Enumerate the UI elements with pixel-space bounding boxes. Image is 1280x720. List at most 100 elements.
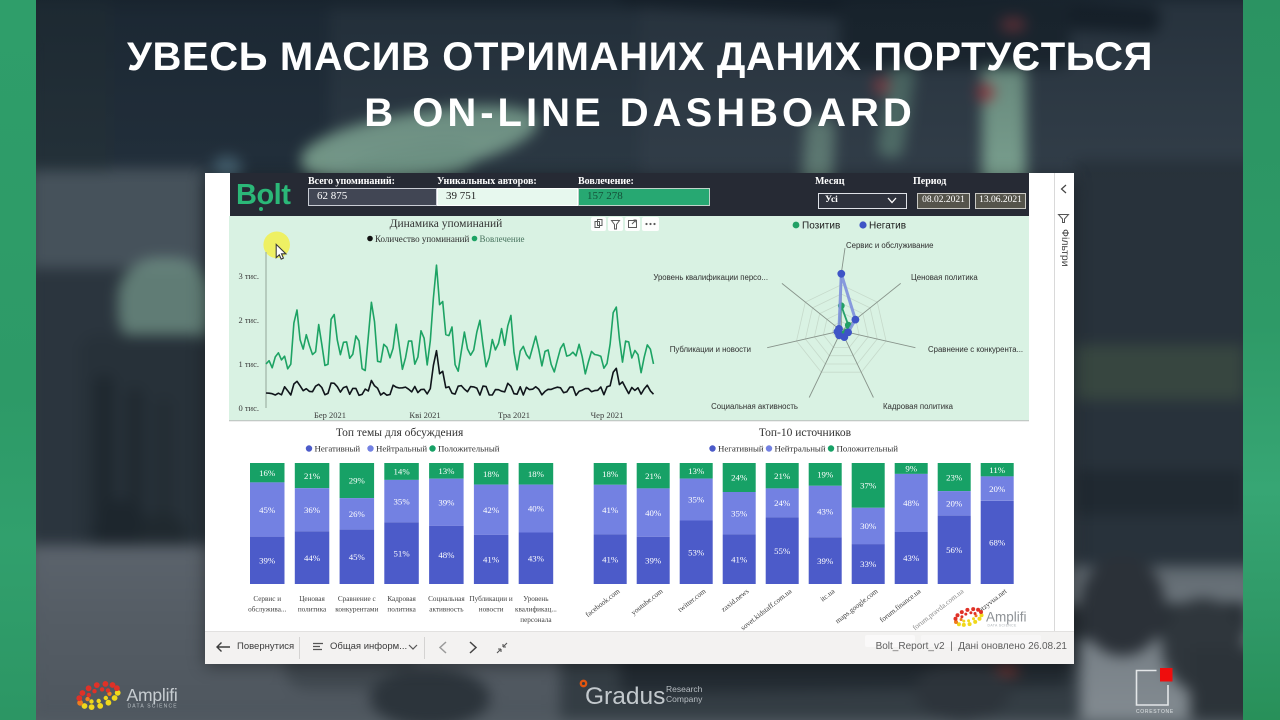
svg-text:48%: 48% <box>903 498 920 508</box>
svg-text:Социальная активность: Социальная активность <box>711 402 798 411</box>
svg-text:24%: 24% <box>731 473 748 483</box>
svg-text:Сервис и: Сервис и <box>253 595 281 603</box>
svg-text:Социальная: Социальная <box>428 595 465 603</box>
svg-text:44%: 44% <box>304 553 321 563</box>
svg-text:36%: 36% <box>304 505 321 515</box>
svg-text:35%: 35% <box>688 495 705 505</box>
svg-text:Публикации и новости: Публикации и новости <box>670 345 751 354</box>
svg-text:16%: 16% <box>259 468 276 478</box>
svg-text:DATA SCIENCE: DATA SCIENCE <box>128 704 178 710</box>
svg-text:Amplifi: Amplifi <box>127 685 178 705</box>
svg-text:Негативный: Негативный <box>315 444 361 454</box>
svg-text:18%: 18% <box>483 469 500 479</box>
svg-text:41%: 41% <box>602 554 619 564</box>
svg-text:youtube.com: youtube.com <box>629 586 665 617</box>
svg-text:Публикации и: Публикации и <box>469 595 513 603</box>
svg-text:конкурентами: конкурентами <box>335 606 378 614</box>
svg-text:39%: 39% <box>438 498 455 508</box>
svg-text:Сравнение с конкурента...: Сравнение с конкурента... <box>928 345 1023 354</box>
svg-text:Чер 2021: Чер 2021 <box>591 410 624 420</box>
svg-text:обслужива...: обслужива... <box>248 606 286 614</box>
svg-text:39%: 39% <box>645 556 662 566</box>
svg-text:twitter.com: twitter.com <box>676 586 708 614</box>
svg-text:18%: 18% <box>602 469 619 479</box>
svg-text:19%: 19% <box>817 470 834 480</box>
svg-text:21%: 21% <box>304 471 321 481</box>
svg-text:Кві 2021: Кві 2021 <box>409 410 440 420</box>
svg-text:29%: 29% <box>349 476 366 486</box>
svg-text:45%: 45% <box>349 552 366 562</box>
svg-text:35%: 35% <box>394 496 411 506</box>
svg-text:Уровень квалификации персо...: Уровень квалификации персо... <box>653 273 768 282</box>
svg-text:20%: 20% <box>946 499 963 509</box>
svg-text:Негативный: Негативный <box>718 444 764 454</box>
svg-text:53%: 53% <box>688 548 705 558</box>
svg-text:Кадровая: Кадровая <box>387 595 416 603</box>
svg-text:3 тис.: 3 тис. <box>238 271 259 281</box>
svg-text:Бер 2021: Бер 2021 <box>314 410 346 420</box>
svg-text:Тра 2021: Тра 2021 <box>498 410 530 420</box>
svg-text:23%: 23% <box>946 472 963 482</box>
svg-text:zaxid.news: zaxid.news <box>719 586 750 613</box>
svg-text:42%: 42% <box>483 505 500 515</box>
svg-text:18%: 18% <box>528 469 545 479</box>
svg-text:33%: 33% <box>860 559 877 569</box>
svg-text:Динамика упоминаний: Динамика упоминаний <box>390 218 503 230</box>
svg-text:20%: 20% <box>989 484 1006 494</box>
svg-text:45%: 45% <box>259 505 276 515</box>
svg-text:forum.finance.ua: forum.finance.ua <box>878 586 923 624</box>
svg-text:43%: 43% <box>817 507 834 517</box>
svg-text:41%: 41% <box>602 505 619 515</box>
svg-text:новости: новости <box>479 606 504 614</box>
svg-text:40%: 40% <box>528 504 545 514</box>
svg-text:40%: 40% <box>645 508 662 518</box>
svg-text:9%: 9% <box>905 464 917 474</box>
svg-text:Кадровая политика: Кадровая политика <box>883 402 954 411</box>
svg-text:51%: 51% <box>394 548 411 558</box>
svg-text:facebook.com: facebook.com <box>583 586 621 619</box>
svg-text:11%: 11% <box>989 465 1005 475</box>
svg-text:0 тис.: 0 тис. <box>238 403 259 413</box>
svg-text:Количество упоминаний: Количество упоминаний <box>375 234 469 244</box>
svg-text:Топ темы для обсуждения: Топ темы для обсуждения <box>336 427 464 439</box>
svg-text:Research: Research <box>666 684 703 694</box>
svg-text:13%: 13% <box>688 466 705 476</box>
svg-text:itc.ua: itc.ua <box>818 586 837 603</box>
svg-text:13%: 13% <box>438 466 455 476</box>
svg-text:Сервис и обслуживание: Сервис и обслуживание <box>846 241 934 250</box>
svg-text:maps.google.com: maps.google.com <box>833 586 879 625</box>
svg-text:Топ-10 источников: Топ-10 источников <box>759 427 852 439</box>
svg-text:39%: 39% <box>259 556 276 566</box>
svg-text:21%: 21% <box>645 471 662 481</box>
svg-text:Позитив: Позитив <box>802 221 840 232</box>
svg-text:41%: 41% <box>483 555 500 565</box>
svg-text:21%: 21% <box>774 471 791 481</box>
svg-text:2 тис.: 2 тис. <box>238 315 259 325</box>
svg-text:35%: 35% <box>731 508 748 518</box>
svg-text:Негатив: Негатив <box>869 221 906 232</box>
svg-text:1 тис.: 1 тис. <box>238 359 259 369</box>
svg-text:Company: Company <box>666 694 703 704</box>
svg-text:Положительный: Положительный <box>837 444 899 454</box>
svg-text:Положительный: Положительный <box>438 444 500 454</box>
svg-text:активность: активность <box>429 606 464 614</box>
svg-text:37%: 37% <box>860 481 877 491</box>
svg-text:39%: 39% <box>817 556 834 566</box>
svg-text:Уровень: Уровень <box>523 595 549 603</box>
svg-text:политика: политика <box>387 606 416 614</box>
svg-text:Amplifi: Amplifi <box>986 610 1027 625</box>
svg-text:30%: 30% <box>860 521 877 531</box>
svg-text:Нейтральный: Нейтральный <box>775 444 826 454</box>
svg-text:41%: 41% <box>731 554 748 564</box>
svg-text:персонала: персонала <box>520 616 552 624</box>
svg-text:Ценовая: Ценовая <box>299 595 325 603</box>
svg-text:43%: 43% <box>528 553 545 563</box>
svg-text:48%: 48% <box>438 550 455 560</box>
svg-text:квалификац...: квалификац... <box>515 606 557 614</box>
svg-text:Вовлечение: Вовлечение <box>480 234 525 244</box>
svg-text:Gradus: Gradus <box>585 683 665 710</box>
svg-text:56%: 56% <box>946 545 963 555</box>
svg-text:CORESTONE: CORESTONE <box>1136 709 1174 715</box>
svg-text:политика: политика <box>298 606 327 614</box>
svg-text:55%: 55% <box>774 546 791 556</box>
